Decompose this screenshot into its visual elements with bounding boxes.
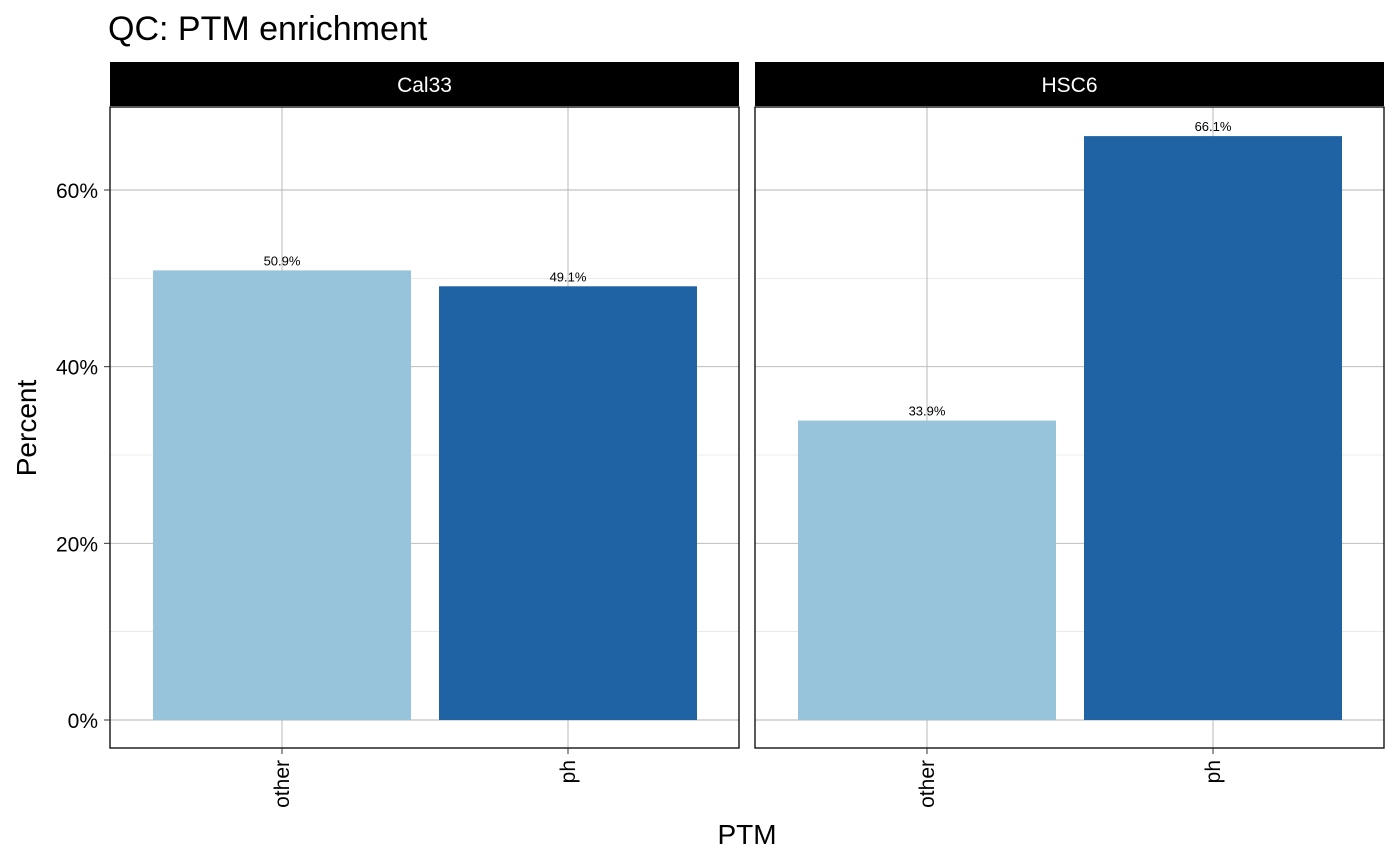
data-label: 49.1% [550,269,587,284]
panel-hsc6: HSC6 33.9% 66.1% other ph [754,62,1385,808]
panel-cal33: Cal33 50.9% 49.1% other ph [109,62,740,808]
facet-strip [110,62,739,106]
chart-title: QC: PTM enrichment [108,10,428,48]
data-label: 66.1% [1195,119,1232,134]
data-label: 50.9% [264,253,301,268]
x-axis-title: PTM [717,819,776,850]
facet-strip-label: Cal33 [397,74,452,97]
facet-strip [755,62,1384,106]
x-tick-label: other [916,760,939,808]
bar-cal33-other [153,270,411,720]
bar-hsc6-ph [1084,136,1342,720]
x-tick-label: other [271,760,294,808]
y-tick-label: 20% [56,533,98,556]
chart-panels: Cal33 50.9% 49.1% other ph HSC6 33.9% 66.1% othe… [109,62,1385,808]
x-tick-label: ph [557,760,580,783]
y-tick-label: 40% [56,357,98,380]
y-axis-title: Percent [11,380,42,477]
y-tick-label: 0% [68,710,98,733]
bar-cal33-ph [439,286,697,720]
panel-border [109,106,740,749]
facet-strip-label: HSC6 [1041,74,1097,97]
x-tick-label: ph [1202,760,1225,783]
y-axis: 0% 20% 40% 60% [56,180,110,733]
bar-hsc6-other [798,420,1056,720]
panel-border [754,106,1385,749]
y-tick-label: 60% [56,180,98,203]
data-label: 33.9% [909,404,946,419]
